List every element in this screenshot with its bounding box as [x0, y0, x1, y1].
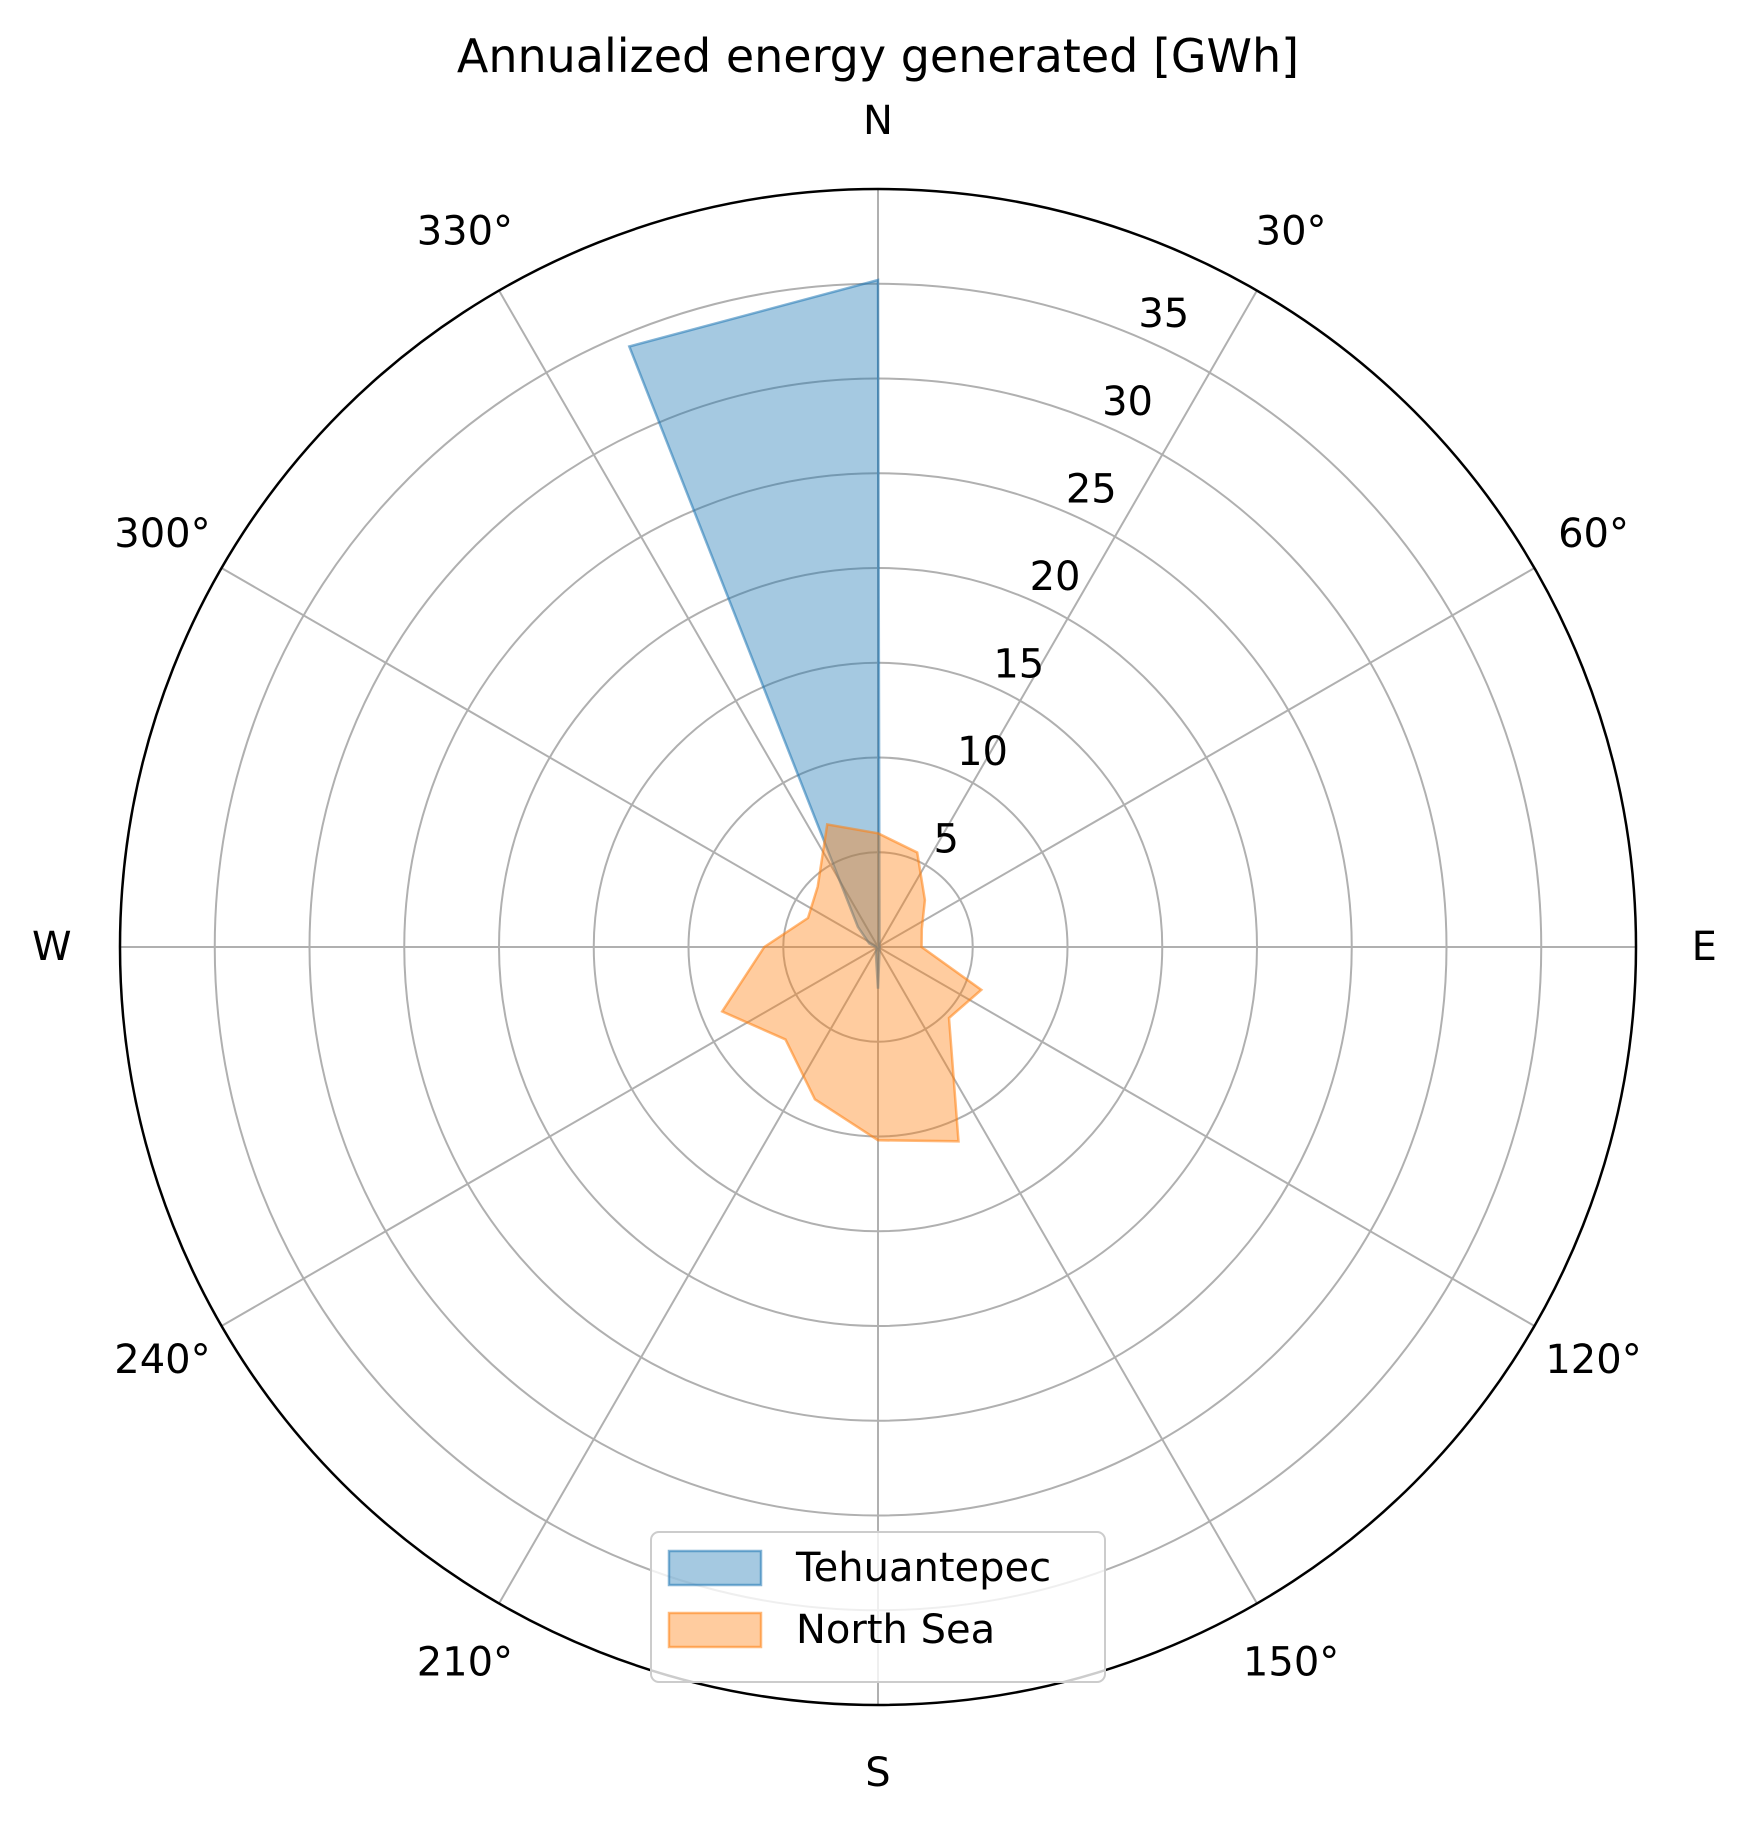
- theta-gridline: [877, 290, 1258, 948]
- legend-label-north-sea: North Sea: [796, 1607, 995, 1653]
- theta-gridline: [498, 946, 879, 1604]
- legend: Tehuantepec North Sea: [650, 1531, 1106, 1683]
- r-tick-label: 35: [1138, 291, 1189, 337]
- legend-swatch-tehuantepec: [667, 1549, 763, 1587]
- theta-tick-label: 30°: [1256, 208, 1327, 254]
- series-area-tehuantepec: [627, 278, 882, 989]
- theta-tick-label: 240°: [114, 1337, 210, 1383]
- chart-title: Annualized energy generated [GWh]: [457, 29, 1299, 83]
- theta-tick-label: 330°: [417, 208, 513, 254]
- theta-gridline: [877, 946, 1535, 1327]
- legend-box: [650, 1531, 1106, 1683]
- theta-tick-label: 210°: [417, 1640, 513, 1686]
- theta-tick-label: W: [32, 924, 72, 970]
- frame: [118, 187, 1638, 1707]
- theta-tick-label: 60°: [1558, 511, 1629, 557]
- series-area-north-sea: [720, 822, 984, 1143]
- r-tick-label: 25: [1066, 466, 1117, 512]
- legend-label-tehuantepec: Tehuantepec: [795, 1545, 1051, 1591]
- series-layer: [627, 278, 984, 1143]
- theta-gridline: [498, 290, 879, 948]
- r-tick-label: 10: [957, 729, 1008, 775]
- theta-gridline: [877, 567, 1535, 948]
- r-tick-label: 20: [1030, 554, 1081, 600]
- theta-tick-label: 300°: [114, 511, 210, 557]
- r-tick-label: 30: [1102, 379, 1153, 425]
- theta-tick-label: E: [1692, 924, 1717, 970]
- legend-swatch-north-sea: [667, 1611, 763, 1649]
- theta-tick-label: S: [865, 1750, 890, 1796]
- theta-tick-label: N: [863, 98, 893, 144]
- theta-tick-label: 150°: [1243, 1640, 1339, 1686]
- polar-frame: [118, 187, 1638, 1707]
- theta-tick-labels: N 30° 60° E 120° 150° S 210° 240° W 300° 330°: [32, 98, 1717, 1796]
- r-tick-label: 5: [934, 816, 959, 862]
- theta-gridline: [221, 946, 879, 1327]
- r-tick-labels: 5 10 15 20 25 30 35: [934, 291, 1190, 862]
- theta-gridline: [221, 567, 879, 948]
- r-tick-label: 15: [993, 641, 1044, 687]
- theta-tick-label: 120°: [1545, 1337, 1641, 1383]
- theta-gridline: [877, 946, 1258, 1604]
